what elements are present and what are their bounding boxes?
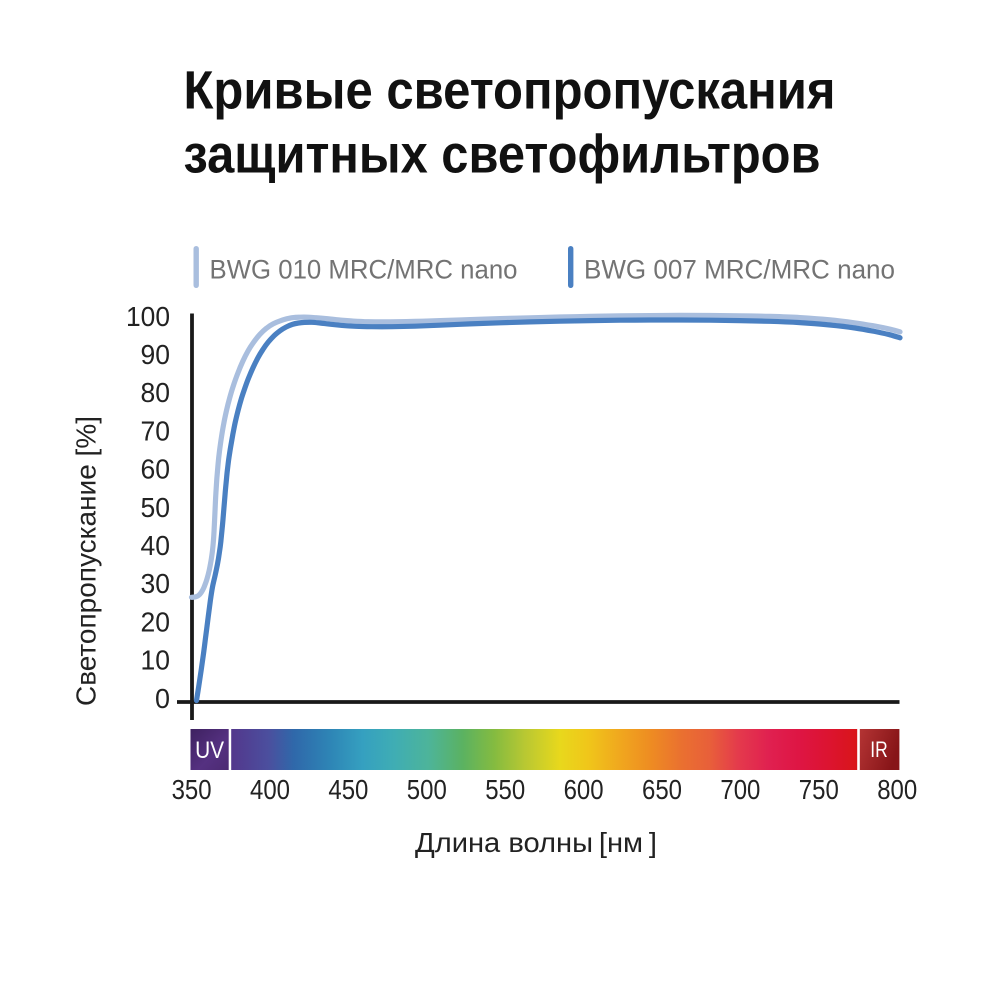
svg-text:90: 90: [141, 339, 171, 370]
svg-text:BWG 007 MRC/MRC nano: BWG 007 MRC/MRC nano: [584, 255, 895, 285]
svg-text:450: 450: [328, 774, 368, 805]
svg-text:Длина волны [нм ]: Длина волны [нм ]: [415, 827, 657, 858]
svg-text:0: 0: [155, 683, 170, 714]
svg-text:750: 750: [799, 774, 839, 805]
svg-text:10: 10: [141, 645, 171, 676]
svg-text:650: 650: [642, 774, 682, 805]
svg-text:Кривые светопропускания: Кривые светопропускания: [184, 61, 836, 121]
svg-text:600: 600: [564, 774, 604, 805]
svg-text:80: 80: [141, 377, 171, 408]
svg-text:100: 100: [126, 301, 170, 332]
svg-text:50: 50: [141, 492, 171, 523]
svg-text:500: 500: [407, 774, 447, 805]
svg-text:700: 700: [720, 774, 760, 805]
svg-text:30: 30: [141, 568, 171, 599]
svg-text:550: 550: [485, 774, 525, 805]
svg-text:BWG 010 MRC/MRC nano: BWG 010 MRC/MRC nano: [210, 255, 518, 285]
svg-text:70: 70: [141, 415, 171, 446]
svg-text:400: 400: [250, 774, 290, 805]
svg-text:350: 350: [172, 774, 212, 805]
svg-text:защитных светофильтров: защитных светофильтров: [184, 125, 821, 185]
svg-text:UV: UV: [195, 737, 224, 764]
svg-text:IR: IR: [870, 737, 888, 762]
svg-text:40: 40: [141, 530, 171, 561]
svg-text:800: 800: [877, 774, 917, 805]
svg-text:60: 60: [141, 454, 171, 485]
svg-text:20: 20: [141, 606, 171, 637]
svg-text:Светопропускание [%]: Светопропускание [%]: [70, 416, 101, 706]
